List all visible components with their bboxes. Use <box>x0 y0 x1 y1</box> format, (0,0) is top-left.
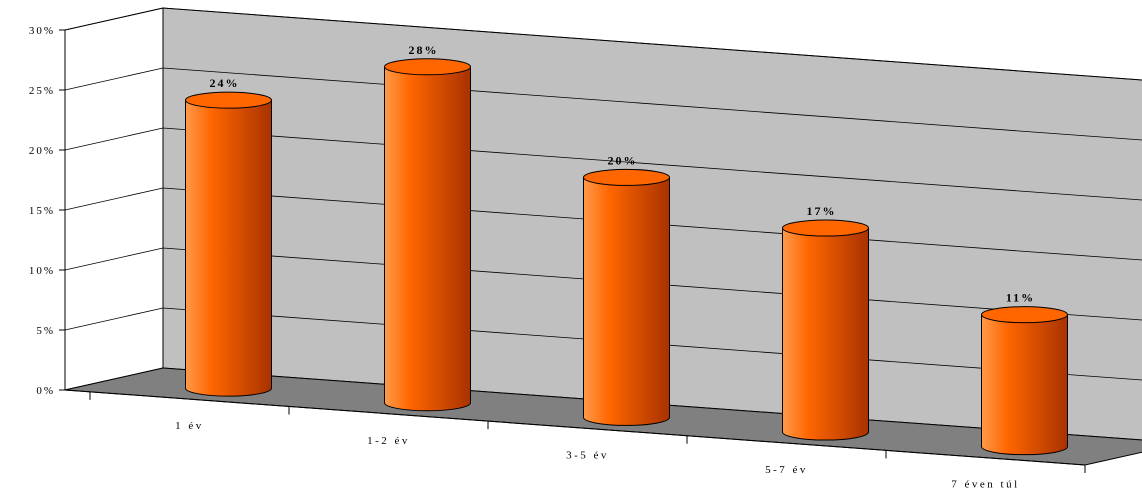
y-tick-label: 20% <box>29 145 55 157</box>
x-category-label: 1-2 év <box>367 435 410 447</box>
bar-data-label: 28% <box>409 43 439 57</box>
y-tick-label: 0% <box>36 385 55 397</box>
bar-cylinder <box>981 306 1068 456</box>
bar-cylinder <box>583 168 670 426</box>
bar-body <box>782 227 869 441</box>
gridline-side <box>64 7 164 31</box>
x-axis-category-labels: 1 év 1-2 év 3-5 év 5-7 év 7 éven túl <box>175 420 1019 488</box>
x-axis-line <box>64 389 1086 466</box>
bar-top <box>782 219 869 237</box>
gridline-back <box>162 7 1142 81</box>
x-category-label: 7 éven túl <box>951 479 1019 488</box>
bar-body <box>981 314 1068 456</box>
bar-body <box>185 99 272 397</box>
x-category-label: 3-5 év <box>566 449 609 461</box>
gridline-back <box>162 127 1142 201</box>
bar-cylinder <box>384 58 471 412</box>
x-category-label: 1 év <box>175 420 204 432</box>
bar-top <box>981 306 1068 324</box>
x-category-label: 5-7 év <box>765 464 808 476</box>
gridline-back <box>162 67 1142 141</box>
y-tick-label: 10% <box>29 265 55 277</box>
bar-data-label: 11% <box>1006 291 1035 305</box>
y-tick-label: 5% <box>36 325 55 337</box>
bar-data-label: 17% <box>807 204 837 218</box>
y-tick-label: 30% <box>29 25 55 37</box>
gridline-side <box>64 127 164 151</box>
gridline-back <box>162 187 1142 261</box>
gridline-side <box>64 307 164 331</box>
chart-data-labels: 24% 28% 20% 17% 11% <box>210 43 1035 305</box>
y-tick-label: 25% <box>29 85 55 97</box>
y-tick-label: 15% <box>29 205 55 217</box>
chart-axes <box>59 29 1086 473</box>
chart-bars <box>185 58 1068 456</box>
bar-body <box>384 66 471 412</box>
bar-top <box>185 91 272 109</box>
bar-top <box>384 58 471 76</box>
gridline-side <box>64 187 164 211</box>
gridline-side <box>64 247 164 271</box>
gridline-side <box>64 67 164 91</box>
bar-cylinder <box>185 91 272 397</box>
bar-data-label: 20% <box>608 153 638 167</box>
bar-data-label: 24% <box>210 76 240 90</box>
bar-top <box>583 168 670 186</box>
bar-cylinder <box>782 219 869 441</box>
bar-body <box>583 176 670 426</box>
y-axis-tick-labels: 0% 5% 10% 15% 20% 25% 30% <box>29 25 55 397</box>
